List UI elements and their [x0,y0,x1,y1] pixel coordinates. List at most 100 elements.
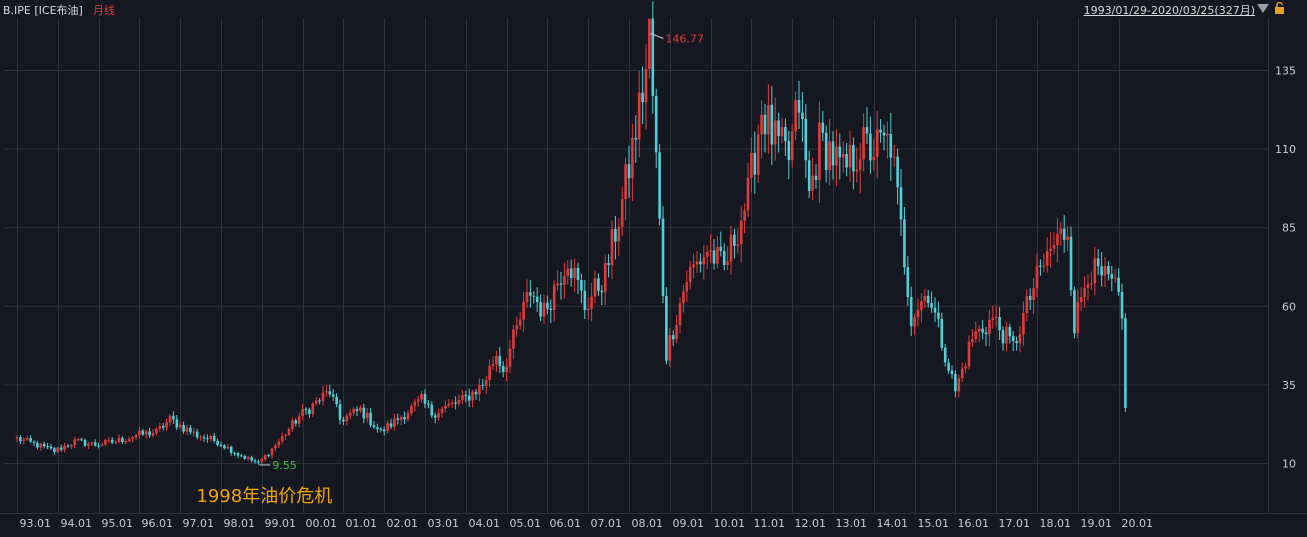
candle-body [376,427,379,429]
candle-body [325,391,328,393]
candle-body [29,438,32,442]
candle-body [716,246,719,264]
candle-body [763,114,767,135]
candle-body [471,391,474,401]
x-tick-label: 02.01 [387,517,419,530]
candle-body [1100,266,1103,276]
candle-body [161,425,165,428]
candle-body [597,278,600,291]
candle-body [393,418,396,427]
candle-body [243,456,247,459]
candle-body [437,413,440,418]
candle-body [76,439,80,441]
candle-body [144,431,148,435]
candle-body [148,431,151,436]
candle-body [1011,336,1015,341]
date-range-selector[interactable]: 1993/01/29-2020/03/25(327月) [1083,4,1255,17]
candle-body [233,452,236,454]
candle-body [56,447,60,452]
candle-body [172,415,175,420]
candle-body [998,316,1001,331]
x-tick-label: 08.01 [632,517,664,530]
candle-body [733,234,736,246]
candle-body [114,442,117,444]
x-tick-label: 00.01 [306,517,338,530]
x-tick-label: 97.01 [183,517,215,530]
x-tick-label: 06.01 [550,517,582,530]
candle-body [1052,245,1056,249]
candle-body [301,408,304,417]
chart-header: B.IPE [ICE布油] 月线 1993/01/29-2020/03/25(3… [0,0,1307,18]
candle-body [892,156,896,158]
candle-body [314,400,318,404]
lock-icon[interactable] [1274,2,1285,14]
candle-body [1039,265,1042,267]
candle-body [804,119,808,161]
candle-body [903,219,906,268]
candle-body [603,262,607,293]
x-axis: 93.01 94.01 95.01 96.01 97.01 98.01 99.01 00.01… [20,517,1154,530]
candle-body [648,18,651,70]
candle-body [729,234,733,262]
max-value-label: 146.77 [665,32,704,45]
candle-body [151,433,155,436]
candle-body [49,446,53,449]
symbol-label: B.IPE [ICE布油] [3,4,83,17]
candle-body [607,262,610,266]
candle-body [552,285,556,311]
candle-body [1062,228,1066,240]
candle-body [175,419,179,428]
candle-body [682,291,685,304]
x-tick-label: 13.01 [836,517,868,530]
candle-body [991,317,995,320]
candle-body [556,283,559,286]
x-tick-label: 18.01 [1040,517,1072,530]
candle-body [1079,297,1083,302]
candle-body [406,413,410,420]
candle-body [535,296,539,303]
candle-body [777,120,780,137]
candle-body [920,301,923,310]
candle-body [1022,313,1025,335]
x-tick-label: 12.01 [795,517,827,530]
candle-body [1042,265,1046,267]
candle-body [709,250,712,252]
candle-body [824,132,828,171]
x-tick-label: 03.01 [428,517,460,530]
candle-body [835,146,838,166]
candle-body [794,100,797,132]
candle-body [134,435,138,438]
candle-body [909,296,913,327]
x-tick-label: 99.01 [265,517,297,530]
candle-body [206,438,209,440]
candle-body [753,152,757,175]
candles [15,1,1127,465]
candle-body [634,137,638,140]
candle-body [423,394,427,404]
candle-body [104,440,107,445]
y-tick-label: 60 [1282,300,1296,313]
candle-body [461,395,464,400]
candle-body [889,133,893,158]
candle-body [410,405,413,414]
candle-body [620,199,624,227]
candle-body [121,438,124,442]
candle-body [586,308,590,311]
candle-body [875,129,879,157]
candle-body [246,457,250,459]
candle-body [454,402,457,404]
period-label[interactable]: 月线 [93,4,115,17]
dropdown-arrow-icon[interactable] [1257,4,1269,13]
candle-body [178,424,182,428]
candle-body [559,283,563,285]
candle-body [291,420,294,430]
candle-body [1066,236,1069,240]
candle-body [15,437,19,439]
candle-body [25,438,29,440]
candle-body [257,461,260,463]
candle-body [954,374,957,392]
candle-body [576,267,580,281]
candle-body [185,427,189,432]
candle-body [855,169,859,172]
candle-body [447,403,451,406]
